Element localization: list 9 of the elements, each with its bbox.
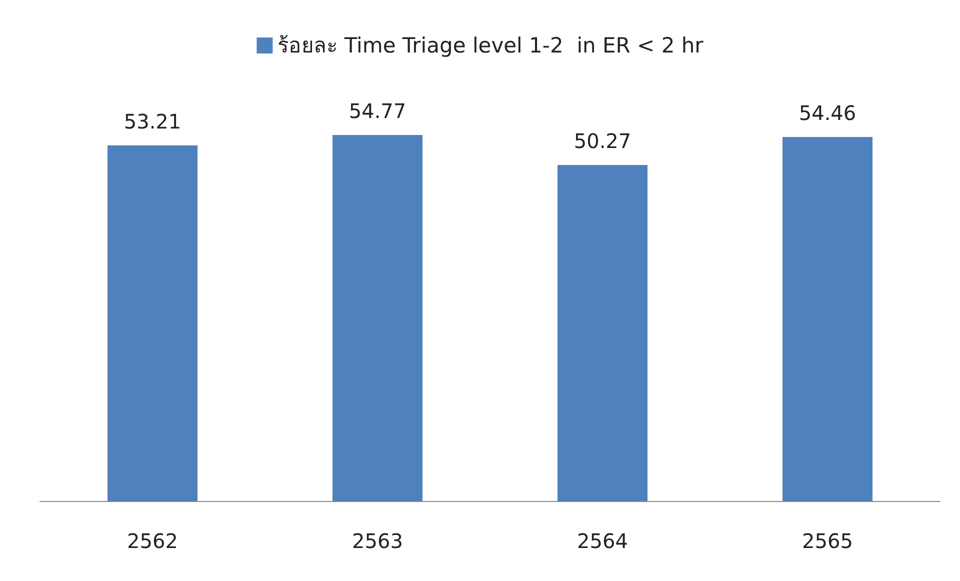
x-tick-label: 2564 xyxy=(577,529,628,553)
data-label: 50.27 xyxy=(574,129,632,154)
x-tick-label: 2563 xyxy=(352,529,403,553)
data-label: 54.46 xyxy=(798,101,856,126)
data-label: 53.21 xyxy=(124,109,182,134)
x-tick-label: 2562 xyxy=(127,529,178,553)
x-tick-label: 2565 xyxy=(802,529,853,553)
data-label: 54.77 xyxy=(348,98,406,123)
legend-label: ร้อยละ Time Triage level 1-2 in ER < 2 hr xyxy=(278,34,704,58)
